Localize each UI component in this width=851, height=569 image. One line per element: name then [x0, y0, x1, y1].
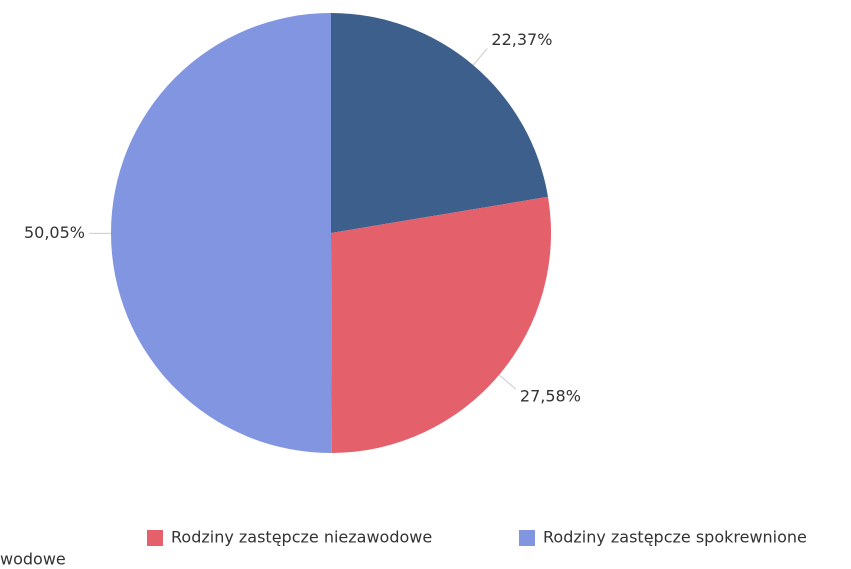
data-label: 50,05%: [24, 223, 85, 242]
leader-line: [498, 374, 517, 390]
legend-label: Rodziny zastępcze spokrewnione: [543, 528, 807, 547]
legend-marker: [519, 530, 535, 546]
leader-line: [472, 48, 488, 66]
legend-label: wodowe: [0, 550, 66, 569]
pie-slice: [331, 196, 551, 453]
pie-slice: [331, 13, 549, 233]
data-label: 27,58%: [520, 387, 581, 406]
data-label: 22,37%: [491, 30, 552, 49]
legend-label: Rodziny zastępcze niezawodowe: [171, 528, 432, 547]
pie-slice: [110, 12, 332, 453]
legend-marker: [147, 530, 163, 546]
